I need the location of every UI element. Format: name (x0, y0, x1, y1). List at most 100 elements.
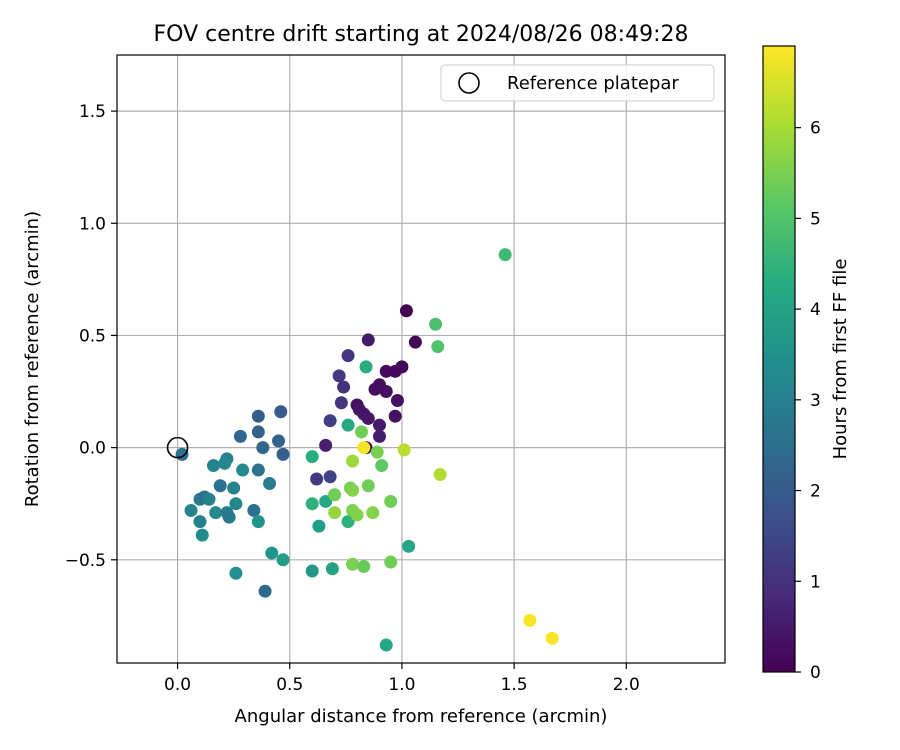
data-point (227, 481, 241, 495)
colorbar (762, 45, 796, 673)
data-point (256, 441, 270, 455)
data-point (247, 503, 261, 517)
colorbar-tick-label: 4 (810, 300, 821, 320)
data-point (213, 479, 227, 493)
data-point (276, 553, 290, 567)
data-point (229, 497, 243, 511)
data-point (184, 503, 198, 517)
data-point (265, 546, 279, 560)
data-point (545, 631, 559, 645)
data-point (375, 459, 389, 473)
x-tick-label: 2.0 (613, 675, 640, 695)
data-point (402, 539, 416, 553)
data-point (272, 434, 286, 448)
y-axis-label: Rotation from reference (arcmin) (22, 211, 43, 507)
data-point (429, 317, 443, 331)
y-tick-label: 1.0 (79, 214, 106, 234)
reference-platepar-marker (166, 436, 189, 459)
y-tick-label: 0.5 (79, 326, 106, 346)
data-point (328, 488, 342, 502)
data-point (325, 562, 339, 576)
legend: Reference platepar (440, 64, 715, 102)
data-point (274, 405, 288, 419)
x-tick-label: 0.5 (276, 675, 303, 695)
data-point (372, 429, 386, 443)
data-point (379, 638, 393, 652)
data-point (346, 483, 360, 497)
data-point (319, 494, 333, 508)
data-point (258, 584, 272, 598)
y-tick-label: 0.0 (79, 439, 106, 459)
data-point (229, 566, 243, 580)
data-point (341, 418, 355, 432)
data-point (361, 479, 375, 493)
data-point (346, 454, 360, 468)
axis-ticks: 0.0 0.5 1.0 1.5 2.0 −0.5 0.0 0.5 1.0 1.5 (65, 102, 640, 695)
data-point (366, 506, 380, 520)
data-point (236, 463, 250, 477)
data-point (233, 429, 247, 443)
x-tick-label: 1.5 (501, 675, 528, 695)
data-point (206, 459, 220, 473)
data-point (361, 333, 375, 347)
data-point (251, 409, 265, 423)
data-point (433, 468, 447, 482)
data-point (263, 477, 277, 491)
colorbar-tick-label: 0 (810, 663, 821, 683)
grid-lines (117, 55, 725, 663)
data-point (341, 349, 355, 363)
data-point (251, 515, 265, 529)
data-point (341, 515, 355, 529)
colorbar-ticks: 0 1 2 3 4 5 6 (795, 119, 821, 683)
data-point (202, 492, 216, 506)
data-point (193, 515, 207, 529)
colorbar-label: Hours from first FF file (830, 259, 851, 460)
plot-frame (116, 54, 726, 664)
data-point (361, 411, 375, 425)
x-tick-label: 1.0 (388, 675, 415, 695)
data-point (310, 472, 324, 486)
data-point (368, 382, 382, 396)
data-point (355, 425, 369, 439)
colorbar-tick-label: 5 (810, 209, 821, 229)
data-point (388, 364, 402, 378)
legend-box (440, 64, 715, 102)
y-tick-label: −0.5 (65, 551, 106, 571)
data-point (251, 425, 265, 439)
data-point (305, 450, 319, 464)
data-point (328, 506, 342, 520)
chart-title: FOV centre drift starting at 2024/08/26 … (154, 22, 689, 47)
data-point (399, 304, 413, 318)
data-point (379, 385, 393, 399)
data-point (332, 369, 346, 383)
data-point (523, 613, 537, 627)
colorbar-tick-label: 1 (810, 572, 821, 592)
data-point (359, 360, 373, 374)
data-point (498, 248, 512, 262)
data-point (337, 380, 351, 394)
data-point (323, 470, 337, 484)
colorbar-tick-label: 6 (810, 119, 821, 139)
data-point (346, 557, 360, 571)
data-point (350, 508, 364, 522)
data-point (390, 394, 404, 408)
data-point (357, 560, 371, 574)
data-point (251, 463, 265, 477)
data-point (388, 409, 402, 423)
data-point (312, 519, 326, 533)
data-points (166, 248, 559, 652)
data-point (372, 418, 386, 432)
y-tick-label: 1.5 (79, 102, 106, 122)
legend-label: Reference platepar (507, 73, 679, 94)
data-point (384, 555, 398, 569)
data-point (222, 510, 236, 524)
data-point (431, 340, 445, 354)
colorbar-tick-label: 3 (810, 391, 821, 411)
data-point (195, 528, 209, 542)
data-point (218, 456, 232, 470)
data-point (334, 396, 348, 410)
data-point (357, 441, 371, 455)
data-point (397, 443, 411, 457)
data-point (408, 335, 422, 349)
x-tick-label: 0.0 (164, 675, 191, 695)
